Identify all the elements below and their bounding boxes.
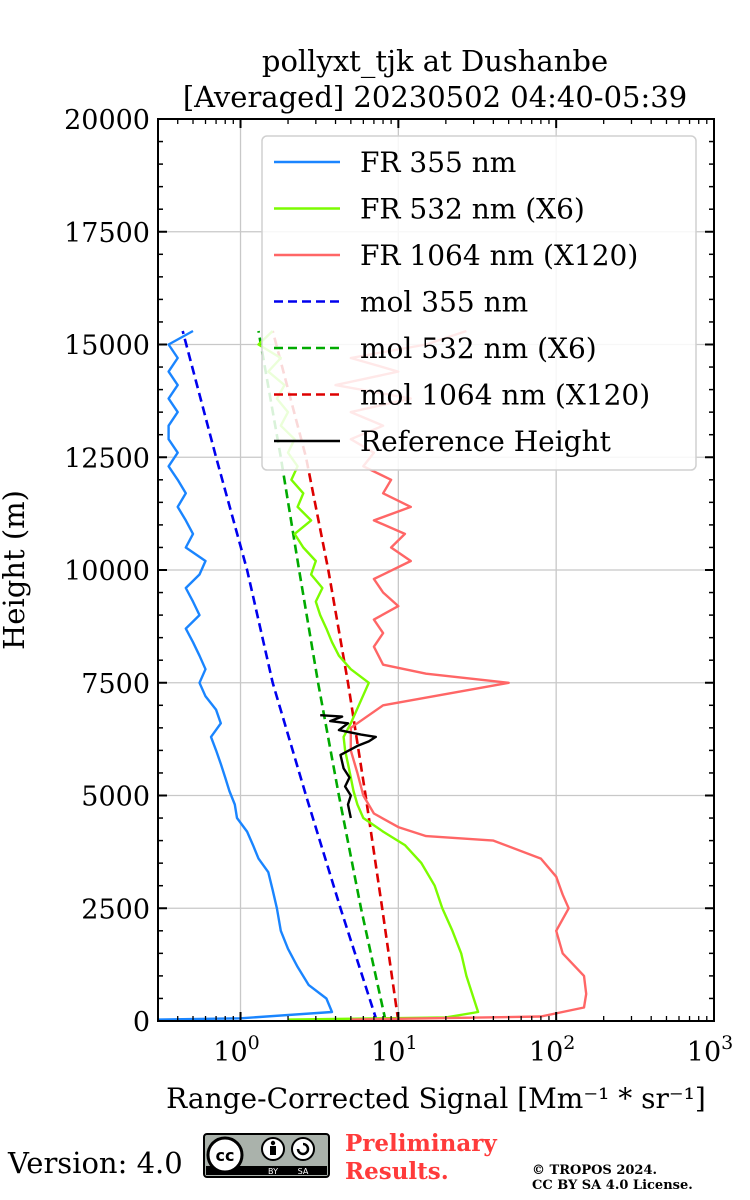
cc-by-sa-badge: cc BY SA — [203, 1133, 330, 1178]
title-line-2: [Averaged] 20230502 04:40-05:39 — [183, 80, 687, 114]
series-line-3 — [181, 330, 379, 1021]
series-line-0 — [158, 329, 334, 1021]
legend-box — [261, 135, 697, 471]
y-tick-label: 2500 — [81, 894, 150, 925]
cc-logo-text: cc — [216, 1146, 235, 1165]
series-line-5 — [271, 330, 400, 1021]
preliminary-line-2: Results. — [345, 1158, 449, 1185]
legend-label: Reference Height — [360, 425, 612, 458]
x-tick-label: 101 — [371, 1032, 417, 1068]
axis-ticks: 0 2500 5000 7500 10000 12500 15000 17500 20000 10… — [64, 105, 733, 1068]
legend-label: FR 1064 nm (X120) — [360, 239, 638, 272]
y-tick-label: 10000 — [64, 556, 150, 587]
legend: FR 355 nm FR 532 nm (X6) FR 1064 nm (X120)… — [261, 135, 697, 471]
series-layer — [158, 329, 588, 1021]
x-tick-label: 103 — [687, 1032, 733, 1068]
y-tick-label: 0 — [133, 1007, 150, 1038]
lidar-profile-chart: pollyxt_tjk at Dushanbe [Averaged] 20230… — [0, 44, 733, 1115]
preliminary-line-1: Preliminary — [345, 1130, 497, 1157]
y-tick-label: 5000 — [81, 782, 150, 813]
legend-label: FR 355 nm — [360, 146, 516, 179]
title: pollyxt_tjk at Dushanbe [Averaged] 20230… — [183, 44, 687, 114]
y-tick-label: 12500 — [64, 443, 150, 474]
x-tick-label: 102 — [529, 1032, 575, 1068]
title-line-1: pollyxt_tjk at Dushanbe — [262, 44, 608, 79]
legend-label: FR 532 nm (X6) — [360, 193, 585, 226]
y-tick-label: 7500 — [81, 669, 150, 700]
y-tick-label: 20000 — [64, 105, 150, 136]
copyright-line-1: © TROPOS 2024. — [532, 1163, 658, 1178]
x-tick-label: 100 — [213, 1032, 259, 1068]
version-label: Version: 4.0 — [8, 1146, 183, 1180]
by-label: BY — [268, 1167, 278, 1176]
y-tick-label: 17500 — [64, 218, 150, 249]
copyright-notice: © TROPOS 2024. CC BY SA 4.0 License. — [532, 1163, 693, 1193]
preliminary-notice: Preliminary Results. — [345, 1130, 497, 1186]
legend-label: mol 1064 nm (X120) — [360, 379, 650, 412]
sa-share-icon — [291, 1137, 315, 1161]
copyright-line-2: CC BY SA 4.0 License. — [532, 1178, 693, 1193]
legend-label: mol 355 nm — [360, 286, 528, 319]
series-line-4 — [257, 330, 387, 1021]
legend-label: mol 532 nm (X6) — [360, 332, 597, 365]
y-axis-label: Height (m) — [0, 490, 31, 650]
series-line-6 — [320, 714, 377, 819]
x-axis-label: Range-Corrected Signal [Mm⁻¹ * sr⁻¹] — [166, 1082, 706, 1115]
sa-label: SA — [298, 1167, 309, 1176]
y-tick-label: 15000 — [64, 331, 150, 362]
